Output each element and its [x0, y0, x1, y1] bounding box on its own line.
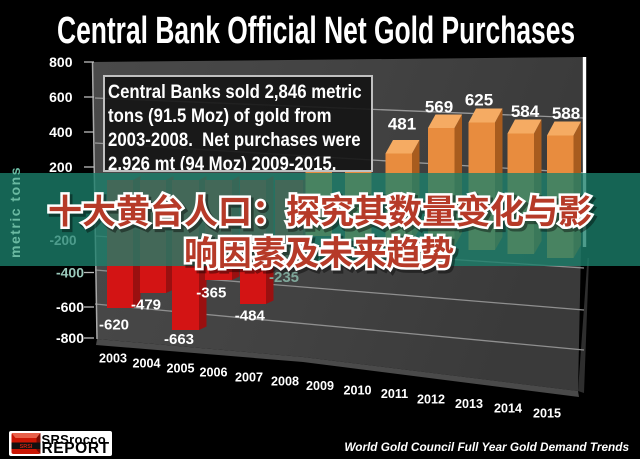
svg-text:400: 400 [49, 124, 73, 140]
svg-text:2010: 2010 [343, 384, 371, 398]
svg-text:2013: 2013 [455, 397, 483, 411]
svg-text:-400: -400 [56, 265, 84, 281]
svg-text:-365: -365 [196, 285, 226, 302]
svg-text:-479: -479 [131, 297, 161, 314]
svg-text:SRSI: SRSI [19, 444, 32, 450]
svg-text:200: 200 [49, 159, 73, 175]
svg-text:-484: -484 [235, 307, 266, 324]
svg-text:481: 481 [388, 115, 416, 134]
svg-text:2005: 2005 [166, 362, 194, 376]
svg-text:-600: -600 [56, 299, 84, 315]
svg-text:584: 584 [511, 102, 540, 121]
svg-text:2009: 2009 [306, 379, 334, 393]
svg-text:2014: 2014 [494, 402, 522, 416]
svg-text:2015: 2015 [533, 407, 561, 421]
svg-text:2008: 2008 [271, 375, 299, 389]
svg-text:2012: 2012 [417, 393, 445, 407]
svg-text:-663: -663 [164, 331, 194, 348]
svg-text:600: 600 [49, 89, 73, 105]
svg-text:2006: 2006 [199, 366, 227, 380]
svg-text:625: 625 [465, 91, 493, 110]
svg-text:2007: 2007 [235, 371, 263, 385]
svg-text:2004: 2004 [132, 357, 160, 371]
svg-text:-620: -620 [99, 317, 129, 334]
svg-text:800: 800 [49, 54, 73, 70]
svg-text:-800: -800 [56, 330, 84, 346]
svg-text:-235: -235 [269, 269, 299, 286]
svg-text:2003: 2003 [99, 352, 127, 366]
svg-text:588: 588 [552, 104, 580, 123]
svg-text:569: 569 [425, 98, 453, 117]
svg-text:2011: 2011 [381, 387, 408, 401]
